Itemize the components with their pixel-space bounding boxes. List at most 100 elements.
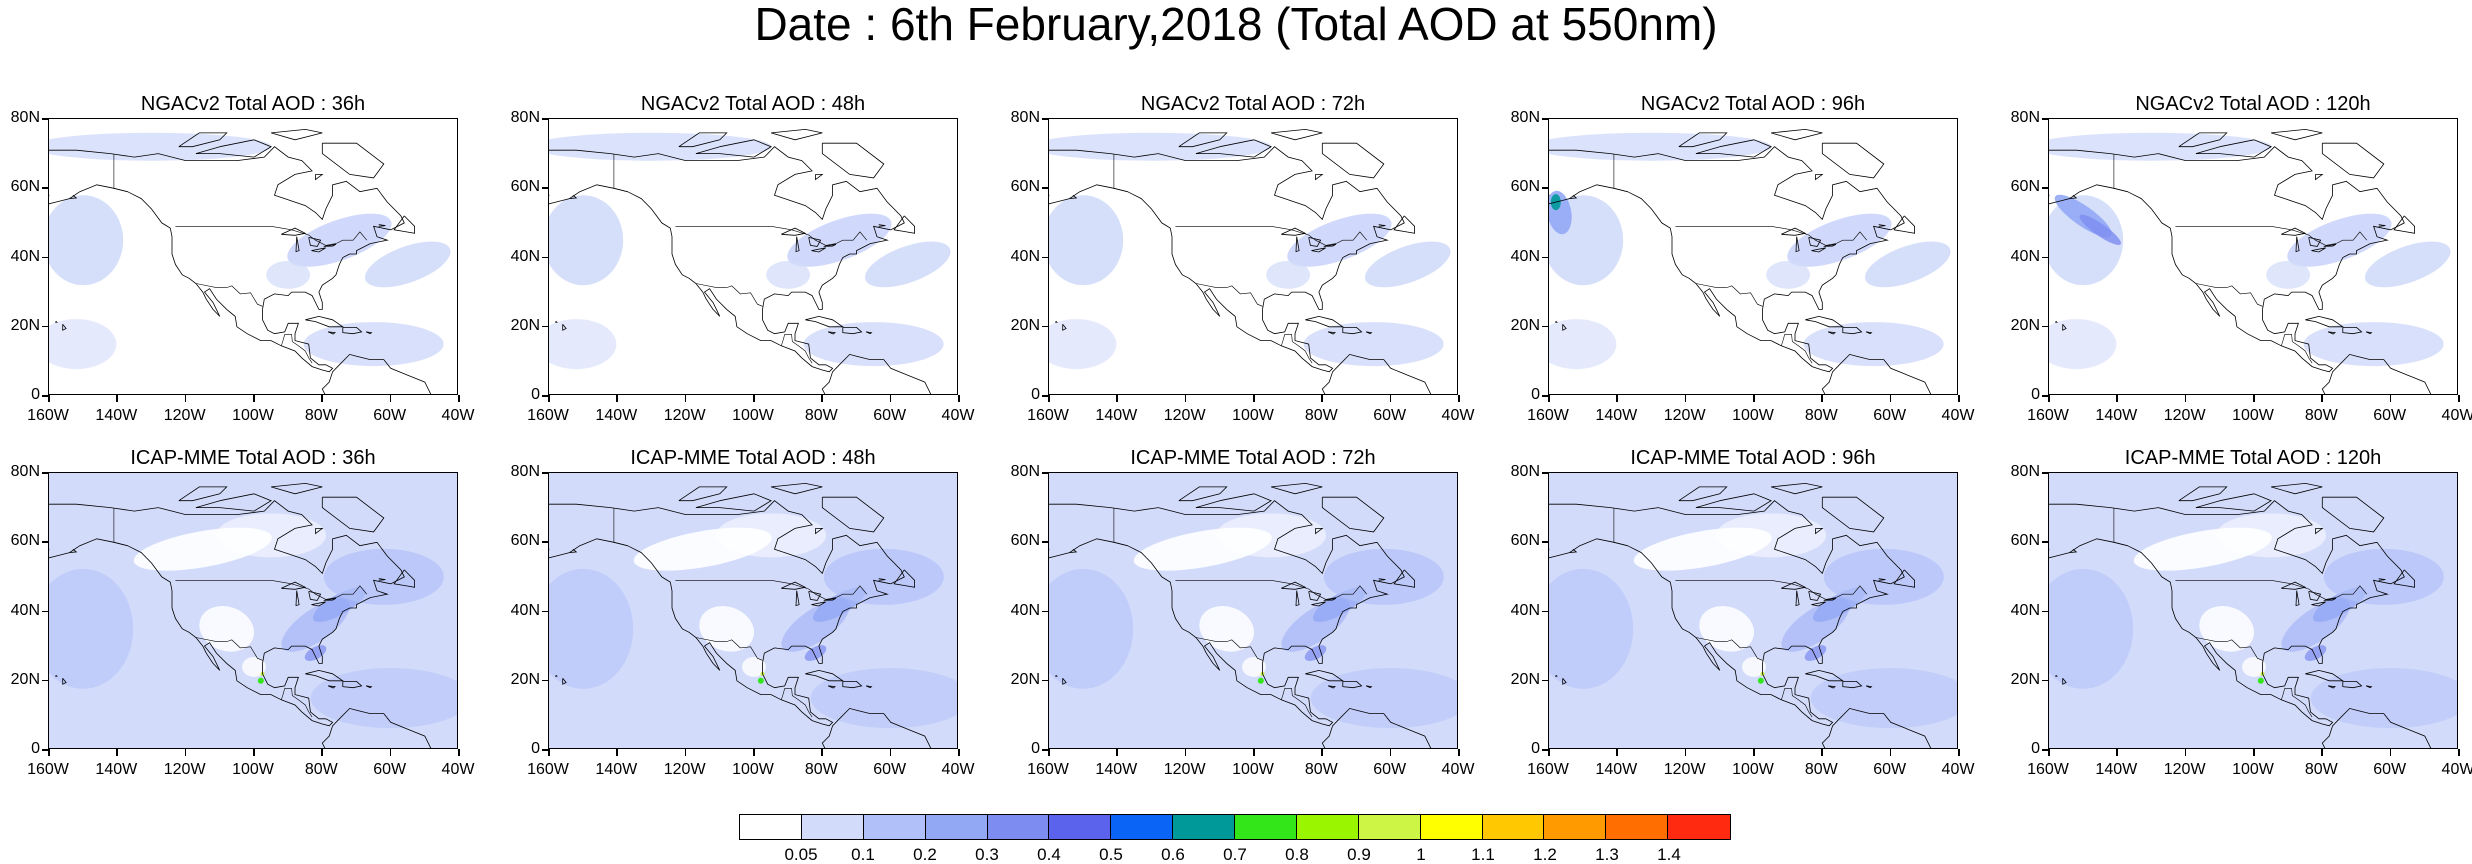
y-tick-mark bbox=[42, 118, 48, 120]
coastline-overlay bbox=[1549, 482, 1932, 748]
colorbar-label: 1.4 bbox=[1657, 845, 1681, 864]
great-lake-outline bbox=[1808, 237, 1822, 247]
x-tick-label: 80W bbox=[2304, 407, 2338, 424]
island-outline bbox=[1695, 139, 1772, 158]
aod-field bbox=[549, 132, 951, 370]
y-tick-label: 80N bbox=[1010, 463, 1040, 480]
colorbar-swatch bbox=[1668, 815, 1730, 839]
central-america-borders bbox=[781, 334, 813, 364]
colorbar-swatch bbox=[1173, 815, 1235, 839]
island-outline bbox=[1805, 315, 1845, 328]
y-tick-label: 60N bbox=[1510, 532, 1540, 550]
aod-field-patch bbox=[49, 132, 272, 161]
y-tick-label: 40N bbox=[1010, 601, 1040, 619]
aod-field-patch bbox=[810, 668, 957, 729]
island-outline bbox=[178, 486, 228, 502]
aod-field-patch bbox=[549, 568, 634, 689]
island-outline bbox=[1342, 326, 1363, 335]
island-outline bbox=[1342, 680, 1363, 689]
aod-field-patch bbox=[2079, 214, 2122, 245]
alaska-canada-border bbox=[1613, 508, 1628, 546]
central-america-borders bbox=[1781, 334, 1813, 364]
alaska-canada-border bbox=[1113, 508, 1128, 546]
y-tick-label: 60N bbox=[10, 178, 40, 196]
x-tick-label: 80W bbox=[804, 407, 838, 424]
y-tick-mark bbox=[542, 541, 548, 543]
x-tick-label: 160W bbox=[2027, 407, 2069, 424]
central-america-borders bbox=[281, 688, 313, 718]
great-lake-outline bbox=[1295, 236, 1300, 253]
x-tick-label: 140W bbox=[1595, 761, 1638, 778]
island-outline bbox=[1555, 674, 1558, 677]
aod-field-patch bbox=[2303, 322, 2444, 367]
colorbar-swatch bbox=[1358, 815, 1421, 839]
island-outline bbox=[1569, 194, 1578, 199]
x-tick-label: 40W bbox=[2441, 761, 2472, 778]
aod-field-patch bbox=[1199, 606, 1255, 652]
x-tick-mark bbox=[1321, 395, 1323, 402]
coastline-north-america bbox=[49, 146, 405, 373]
coastline-overlay bbox=[549, 128, 932, 394]
great-lake-outline bbox=[308, 237, 322, 247]
x-tick-label: 80W bbox=[804, 761, 838, 778]
island-outline bbox=[315, 528, 324, 535]
great-lake-outline bbox=[823, 243, 837, 247]
x-tick-label: 80W bbox=[1804, 407, 1838, 424]
aod-field-patch bbox=[1242, 656, 1266, 677]
coastline-south-america bbox=[1321, 353, 1432, 394]
great-lake-outline bbox=[2281, 581, 2307, 590]
island-outline bbox=[1270, 128, 1323, 141]
island-outline bbox=[1695, 493, 1772, 512]
island-outline bbox=[69, 548, 78, 553]
figure-title: Date : 6th February,2018 (Total AOD at 5… bbox=[754, 0, 1718, 50]
coastline-overlay bbox=[1049, 482, 1432, 748]
great-lake-outline bbox=[311, 601, 327, 607]
great-lake-outline bbox=[323, 597, 337, 601]
aod-field-patch bbox=[266, 260, 311, 289]
map-plot-area bbox=[1548, 472, 1958, 749]
y-tick-label: 80N bbox=[2010, 463, 2040, 480]
great-lake-outline bbox=[795, 590, 800, 607]
aod-colorbar bbox=[739, 814, 1731, 840]
y-tick-mark bbox=[2042, 472, 2048, 474]
island-outline bbox=[1827, 685, 1836, 689]
great-lake-outline bbox=[2323, 243, 2337, 247]
aod-field-patch bbox=[699, 606, 755, 652]
y-tick-label: 0 bbox=[2031, 386, 2040, 403]
island-outline bbox=[1555, 320, 1558, 323]
x-tick-mark bbox=[2116, 395, 2118, 402]
x-tick-mark bbox=[2253, 395, 2255, 402]
aod-field bbox=[2049, 132, 2451, 370]
x-tick-label: 40W bbox=[1941, 407, 1975, 424]
island-outline bbox=[878, 578, 886, 581]
aod-field-patch bbox=[1049, 132, 1272, 161]
y-tick-mark bbox=[42, 541, 48, 543]
island-outline bbox=[2305, 315, 2345, 328]
x-tick-mark bbox=[1616, 749, 1618, 756]
y-tick-label: 40N bbox=[10, 247, 40, 265]
island-outline bbox=[893, 215, 916, 234]
x-tick-mark bbox=[48, 749, 50, 756]
colorbar-label: 0.5 bbox=[1099, 845, 1123, 864]
island-outline bbox=[1321, 496, 1385, 533]
panel-title: ICAP-MME Total AOD : 120h bbox=[2124, 447, 2382, 469]
x-tick-mark bbox=[184, 395, 187, 402]
x-tick-mark bbox=[1821, 749, 1823, 756]
island-outline bbox=[770, 128, 823, 141]
x-tick-mark bbox=[2389, 395, 2392, 402]
y-tick-mark bbox=[1042, 679, 1048, 682]
aod-field-patch bbox=[2266, 260, 2311, 289]
x-tick-mark bbox=[889, 395, 892, 402]
x-tick-mark bbox=[2253, 749, 2255, 756]
aod-field-patch bbox=[1257, 677, 1264, 684]
aod-field bbox=[49, 473, 457, 748]
x-tick-label: 80W bbox=[304, 761, 338, 778]
aod-field-patch bbox=[1323, 548, 1444, 605]
coastline-south-america bbox=[321, 707, 432, 748]
x-tick-mark bbox=[2389, 749, 2392, 756]
y-tick-label: 20N bbox=[10, 670, 40, 688]
aod-field-patch bbox=[1216, 513, 1327, 558]
colorbar-swatch bbox=[1482, 815, 1545, 839]
great-lake-outline bbox=[2295, 590, 2300, 607]
us-mexico-border bbox=[695, 637, 763, 661]
